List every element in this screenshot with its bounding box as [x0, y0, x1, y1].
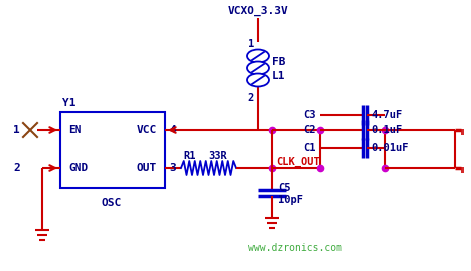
Text: 1: 1	[13, 125, 20, 135]
Text: GND: GND	[68, 163, 88, 173]
Text: 10pF: 10pF	[278, 195, 303, 205]
Text: 2: 2	[248, 93, 254, 103]
Text: L1: L1	[272, 71, 285, 81]
Ellipse shape	[247, 62, 269, 75]
Text: EN: EN	[68, 125, 81, 135]
Text: CLK_OUT: CLK_OUT	[276, 157, 320, 167]
Text: OSC: OSC	[102, 198, 122, 208]
Ellipse shape	[247, 50, 269, 63]
Text: C1: C1	[303, 143, 316, 153]
Ellipse shape	[247, 73, 269, 86]
Text: 2: 2	[13, 163, 20, 173]
Text: R1: R1	[184, 151, 196, 161]
Text: Y1: Y1	[62, 98, 75, 108]
Text: 0.01uF: 0.01uF	[371, 143, 408, 153]
Bar	[60, 112, 165, 188]
Text: 4.7uF: 4.7uF	[371, 110, 402, 120]
Text: C2: C2	[303, 125, 316, 135]
Text: VCXO_3.3V: VCXO_3.3V	[227, 6, 288, 16]
Text: VCC: VCC	[137, 125, 157, 135]
Text: 33R: 33R	[209, 151, 227, 161]
Text: www.dzronics.com: www.dzronics.com	[248, 243, 342, 253]
Text: 4: 4	[169, 125, 176, 135]
Text: C3: C3	[303, 110, 316, 120]
Text: 3: 3	[169, 163, 176, 173]
Text: FB: FB	[272, 57, 285, 67]
Text: 0.1uF: 0.1uF	[371, 125, 402, 135]
Text: OUT: OUT	[137, 163, 157, 173]
Text: 1: 1	[248, 39, 254, 49]
Text: C5: C5	[278, 183, 291, 193]
